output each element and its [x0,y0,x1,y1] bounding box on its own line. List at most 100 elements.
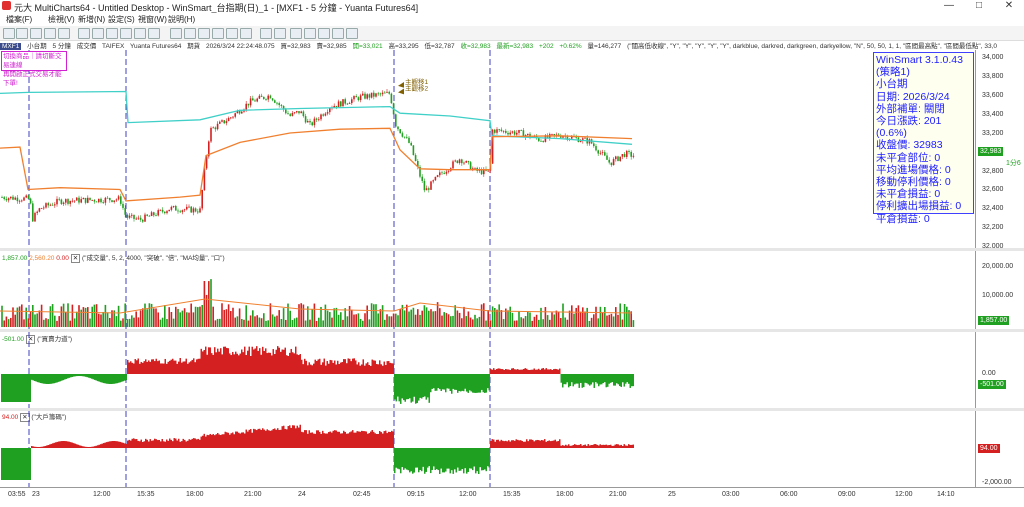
toolbar-button-icon[interactable] [3,28,15,39]
volume-bar [612,316,615,327]
toolbar-button-icon[interactable] [226,28,238,39]
force-bar [499,368,501,374]
toolbar-button-icon[interactable] [260,28,272,39]
menu-new[interactable]: 新增(N) [78,15,106,24]
volume-bar [381,305,384,327]
volume-bar [406,304,408,327]
big-player-bar [106,442,108,448]
candle-body [186,206,188,210]
volume-chart[interactable] [0,251,975,329]
toolbar-button-icon[interactable] [346,28,358,39]
toolbar-button-icon[interactable] [30,28,42,39]
menu-settings[interactable]: 設定(S) [108,15,135,24]
toolbar-button-icon[interactable] [78,28,90,39]
pane-divider[interactable] [0,248,1024,251]
minimize-button[interactable]: — [944,0,954,11]
big-player-bar [31,446,33,448]
close-button[interactable]: ✕ [1004,0,1014,11]
big-player-bar [215,434,217,448]
volume-axis[interactable]: 20,000.00 10,000.00 1,857.00 [975,251,1024,329]
toolbar-button-icon[interactable] [184,28,196,39]
big-player-bar [356,431,358,448]
candle-body [203,168,206,191]
toolbar-button-icon[interactable] [44,28,56,39]
volume-bar [203,281,206,327]
menu-file[interactable]: 檔案(F) [6,15,33,24]
big-player-bar [385,430,387,448]
big-player-bar [379,431,381,448]
force-axis[interactable]: 0.00 -501.00 [975,332,1024,408]
toolbar-button-icon[interactable] [106,28,118,39]
volume-bar [324,304,327,327]
menu-window[interactable]: 視窗(W) [138,15,167,24]
big-player-bar [358,431,360,448]
time-axis[interactable]: 03:55 23 12:00 15:35 18:00 21:00 24 02:45 09:15 1… [0,487,1024,507]
candle-body [51,204,54,206]
candle-body [38,208,41,212]
big-player-bar [467,448,469,472]
big-player-bar [46,445,48,448]
close-study-icon[interactable]: ✕ [25,335,36,344]
toolbar-button-icon[interactable] [274,28,286,39]
toolbar-button-icon[interactable] [134,28,146,39]
volume-bar [421,310,423,327]
candle-body [612,159,615,166]
menu-view[interactable]: 檢視(V) [48,15,75,24]
force-chart[interactable] [0,332,975,408]
toolbar-button-icon[interactable] [92,28,104,39]
symbol-badge[interactable]: MXF1 [0,43,22,50]
menu-help[interactable]: 說明(H) [168,15,196,24]
volume-bar [318,317,320,327]
toolbar-button-icon[interactable] [58,28,70,39]
force-bar [392,363,394,374]
close-study-icon[interactable]: ✕ [20,413,30,422]
force-bar [563,374,565,385]
candle-body [527,133,529,136]
volume-bar [621,319,624,327]
big-player-bar [80,445,82,448]
toolbar-button-icon[interactable] [148,28,160,39]
price-axis[interactable]: 34,00033,80033,60033,40033,20033,00032,8… [975,50,1024,250]
big-player-bar [40,446,42,448]
candle-body [58,198,60,200]
toolbar-button-icon[interactable] [198,28,210,39]
pane-divider[interactable] [0,408,1024,411]
big-player-bar [226,432,228,448]
toolbar-button-icon[interactable] [240,28,252,39]
volume-bar [476,318,478,327]
toolbar-button-icon[interactable] [318,28,330,39]
big-player-bar [119,441,121,448]
toolbar-button-icon[interactable] [304,28,316,39]
candle-body [403,136,406,138]
candle-body [80,199,82,203]
toolbar-button-icon[interactable] [16,28,28,39]
candle-body [87,197,89,203]
price-tick: 33,800 [982,73,1004,81]
big-player-bar [446,448,448,469]
big-player-bar [535,440,537,448]
toolbar-button-icon[interactable] [120,28,132,39]
force-bar [122,374,124,382]
force-bar [511,368,513,374]
toolbar [0,26,1024,41]
candle-body [18,200,21,202]
pane-divider[interactable] [0,329,1024,332]
toolbar-button-icon[interactable] [290,28,302,39]
force-bar [362,359,364,374]
candle-body [12,196,14,200]
big-player-bar [491,439,493,448]
big-axis[interactable]: 94.00 -2,000.00 [975,411,1024,487]
candle-body [509,132,511,135]
candle-body [274,100,276,103]
toolbar-button-icon[interactable] [170,28,182,39]
toolbar-button-icon[interactable] [332,28,344,39]
big-player-bar [413,448,415,473]
close-study-icon[interactable]: ✕ [70,254,81,263]
big-player-bar [479,448,481,468]
big-player-bar [7,448,9,480]
big-player-chart[interactable] [0,411,975,487]
toolbar-button-icon[interactable] [212,28,224,39]
big-player-bar [262,428,264,448]
maximize-button[interactable]: □ [975,0,983,11]
